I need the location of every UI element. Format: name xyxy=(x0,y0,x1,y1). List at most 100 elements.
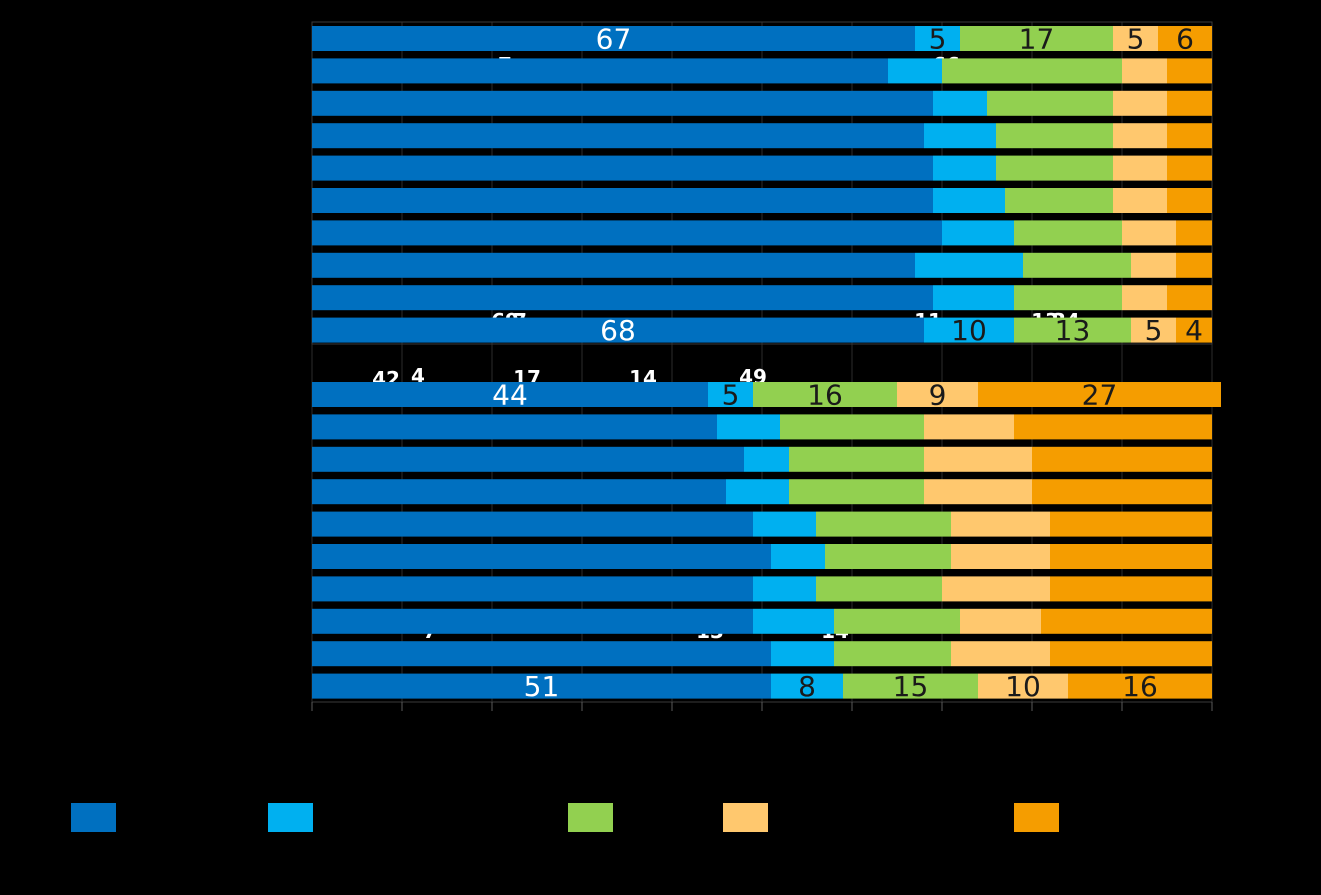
bar-segment xyxy=(312,220,942,246)
bar-segment xyxy=(843,673,978,699)
legend-swatch xyxy=(568,803,613,832)
bar-segment xyxy=(753,382,897,407)
bar-segment xyxy=(825,544,951,569)
bar-segment xyxy=(960,26,1113,51)
data-label: 5 xyxy=(722,379,740,412)
bar-segment xyxy=(1167,123,1212,149)
x-axis xyxy=(311,701,1213,711)
bar-segment xyxy=(717,414,780,440)
data-label: 10 xyxy=(1005,670,1041,703)
bar-segment xyxy=(1113,155,1167,181)
bar-segment xyxy=(312,155,933,181)
bar-segment xyxy=(753,608,834,634)
bar-segment xyxy=(1068,673,1212,699)
bar-segment xyxy=(780,414,924,440)
bar-segment xyxy=(1167,188,1212,213)
data-label: 17 xyxy=(1019,23,1055,56)
bar-segment xyxy=(312,608,753,634)
data-label: 15 xyxy=(893,670,929,703)
bar-segment xyxy=(312,26,915,51)
bar-segment xyxy=(933,90,987,116)
legend-swatch xyxy=(268,803,313,832)
bar-segment xyxy=(1014,285,1122,311)
bar-segment xyxy=(312,673,771,699)
bar-segment xyxy=(816,511,951,537)
bar-segment xyxy=(1176,220,1212,246)
data-label: 13 xyxy=(1055,314,1091,347)
bar-segment xyxy=(1014,317,1131,343)
bar-segment xyxy=(312,544,771,569)
bar-segment xyxy=(708,382,753,407)
bar-segment xyxy=(915,252,1023,278)
bar-segment xyxy=(942,58,1122,84)
data-label: 5 xyxy=(1127,23,1145,56)
bar-segment xyxy=(816,576,942,602)
bar-segment xyxy=(924,317,1014,343)
bar-segment xyxy=(924,123,996,149)
bar-segment xyxy=(1131,252,1176,278)
bar-segment xyxy=(1023,252,1131,278)
bars xyxy=(312,26,1221,699)
data-label: 4 xyxy=(1185,314,1203,347)
bar-segment xyxy=(753,576,816,602)
bar-segment xyxy=(1113,188,1167,213)
bar-segment xyxy=(1122,285,1167,311)
bar-segment xyxy=(312,382,708,407)
bar-segment xyxy=(951,544,1050,569)
data-label: 67 xyxy=(596,23,632,56)
bar-segment xyxy=(996,123,1113,149)
bar-segment xyxy=(1050,576,1212,602)
data-label: 16 xyxy=(807,379,843,412)
bar-segment xyxy=(924,479,1032,505)
bar-segment xyxy=(933,155,996,181)
bar-segment xyxy=(1032,446,1212,472)
bar-segment xyxy=(924,446,1032,472)
bar-segment xyxy=(1113,123,1167,149)
bar-segment xyxy=(942,576,1050,602)
bar-segment xyxy=(1032,479,1212,505)
bar-segment xyxy=(1014,414,1212,440)
data-label: 8 xyxy=(798,670,816,703)
bar-segment xyxy=(312,252,915,278)
bar-segment xyxy=(1113,26,1158,51)
bar-segment xyxy=(1122,58,1167,84)
bar-segment xyxy=(897,382,978,407)
bar-segment xyxy=(771,641,834,667)
bar-segment xyxy=(789,479,924,505)
data-label: 5 xyxy=(1145,314,1163,347)
bar-segment xyxy=(996,155,1113,181)
bar-segment xyxy=(834,608,960,634)
bar-segment xyxy=(888,58,942,84)
bar-segment xyxy=(987,90,1113,116)
data-label: 68 xyxy=(600,314,636,347)
legend-swatch xyxy=(1014,803,1059,832)
bar-segment xyxy=(834,641,951,667)
legend-swatch xyxy=(723,803,768,832)
bar-segment xyxy=(789,446,924,472)
data-label: 51 xyxy=(524,670,560,703)
data-label: 27 xyxy=(1082,379,1118,412)
data-label: 16 xyxy=(1122,670,1158,703)
bar-segment xyxy=(753,511,816,537)
bar-segment xyxy=(1176,252,1212,278)
bar-segment xyxy=(312,317,924,343)
bar-segment xyxy=(933,188,1005,213)
bar-segment xyxy=(1167,285,1212,311)
bar-segment xyxy=(312,188,933,213)
bar-segment xyxy=(1167,90,1212,116)
bar-segment xyxy=(1050,511,1212,537)
data-label: 6 xyxy=(1176,23,1194,56)
data-label: 9 xyxy=(929,379,947,412)
data-label: 5 xyxy=(929,23,947,56)
bar-segment xyxy=(951,511,1050,537)
bar-segment xyxy=(312,511,753,537)
bar-segment xyxy=(1014,220,1122,246)
bar-segment xyxy=(1131,317,1176,343)
bar-segment xyxy=(312,414,717,440)
bar-segment xyxy=(312,58,888,84)
bar-segment xyxy=(978,382,1221,407)
bar-segment xyxy=(1050,544,1212,569)
bar-segment xyxy=(951,641,1050,667)
bar-segment xyxy=(1005,188,1113,213)
plot-frame xyxy=(311,21,1213,345)
